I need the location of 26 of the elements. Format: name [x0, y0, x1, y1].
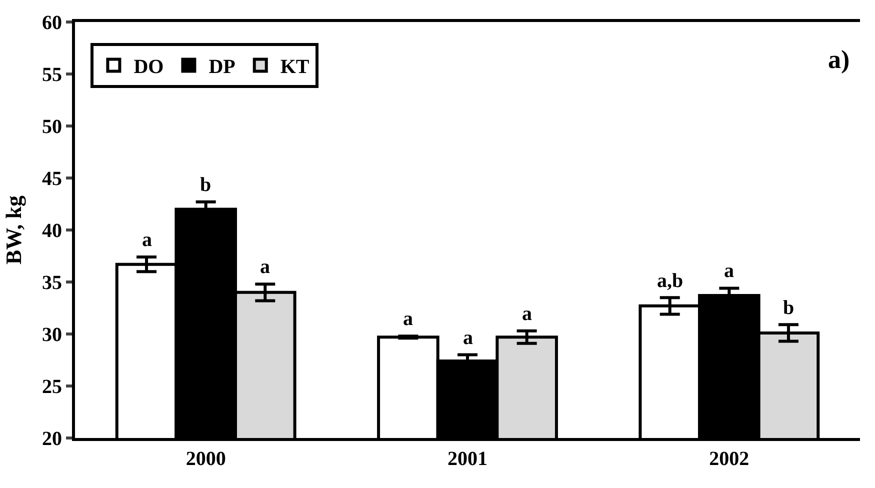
- annotation: a): [828, 45, 850, 74]
- data-label: a: [142, 229, 152, 251]
- data-label: a: [403, 308, 413, 330]
- y-tick-label: 35: [42, 272, 62, 294]
- y-tick-label: 25: [42, 376, 62, 398]
- x-tick-label: 2002: [709, 448, 750, 470]
- y-tick-label: 40: [42, 220, 62, 242]
- y-tick-label: 60: [42, 12, 62, 34]
- x-tick-label: 2001: [448, 448, 488, 470]
- data-label: b: [200, 174, 212, 196]
- data-label: a: [522, 303, 532, 325]
- data-label: a: [260, 256, 270, 278]
- legend-label: KT: [280, 56, 310, 78]
- y-tick-label: 45: [42, 168, 62, 190]
- y-tick-label: 20: [42, 428, 62, 450]
- y-tick-label: 30: [42, 324, 62, 346]
- data-label: a: [724, 260, 734, 282]
- x-tick-label: 2000: [186, 448, 226, 470]
- legend-label: DO: [134, 56, 164, 78]
- y-tick-label: 50: [42, 116, 62, 138]
- data-label: a: [463, 327, 473, 349]
- legend-label: DP: [208, 56, 236, 78]
- data-label: b: [783, 297, 794, 319]
- y-axis-title: BW, kg: [0, 196, 26, 264]
- y-tick-label: 55: [42, 64, 62, 86]
- data-label: a,b: [657, 270, 684, 292]
